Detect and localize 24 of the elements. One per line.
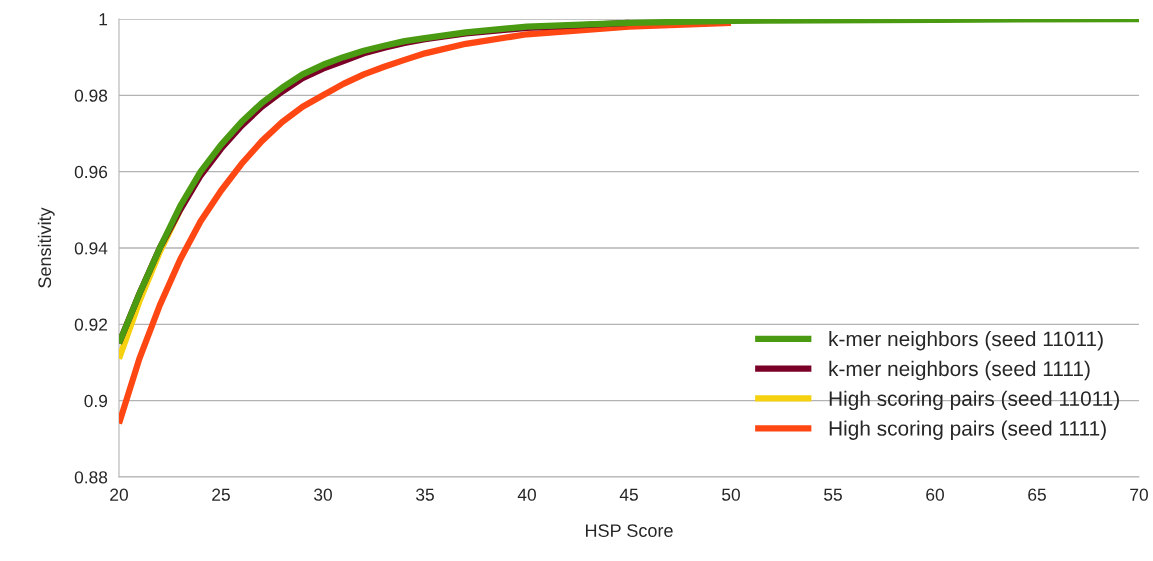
x-tick-label: 25 xyxy=(212,488,230,501)
x-axis-title: HSP Score xyxy=(585,524,673,537)
x-tick-label: 55 xyxy=(824,488,842,501)
x-tick-label: 45 xyxy=(619,488,638,501)
x-tick-label: 20 xyxy=(110,488,128,501)
y-tick-label: 0.98 xyxy=(74,89,108,102)
legend-label: High scoring pairs (seed 1111) xyxy=(829,420,1106,440)
legend-label: k-mer neighbors (seed 1111) xyxy=(829,360,1090,381)
y-tick-label: 0.88 xyxy=(74,471,108,484)
legend-label: High scoring pairs (seed 11011) xyxy=(829,390,1119,411)
x-tick-label: 70 xyxy=(1130,488,1148,501)
x-tick-label: 30 xyxy=(314,488,332,501)
x-tick-label: 50 xyxy=(722,488,740,501)
y-axis-title: Sensitivity xyxy=(37,207,55,288)
x-tick-label: 40 xyxy=(517,488,536,501)
x-tick-label: 60 xyxy=(926,488,944,501)
y-tick-label: 1 xyxy=(99,13,108,26)
y-tick-label: 0.92 xyxy=(74,318,108,331)
x-tick-label: 65 xyxy=(1028,488,1046,501)
legend-label: k-mer neighbors (seed 11011) xyxy=(829,331,1103,351)
y-tick-label: 0.94 xyxy=(74,242,108,255)
x-tick-label: 35 xyxy=(416,488,434,501)
y-tick-label: 0.9 xyxy=(84,394,108,408)
y-tick-label: 0.96 xyxy=(74,165,108,179)
